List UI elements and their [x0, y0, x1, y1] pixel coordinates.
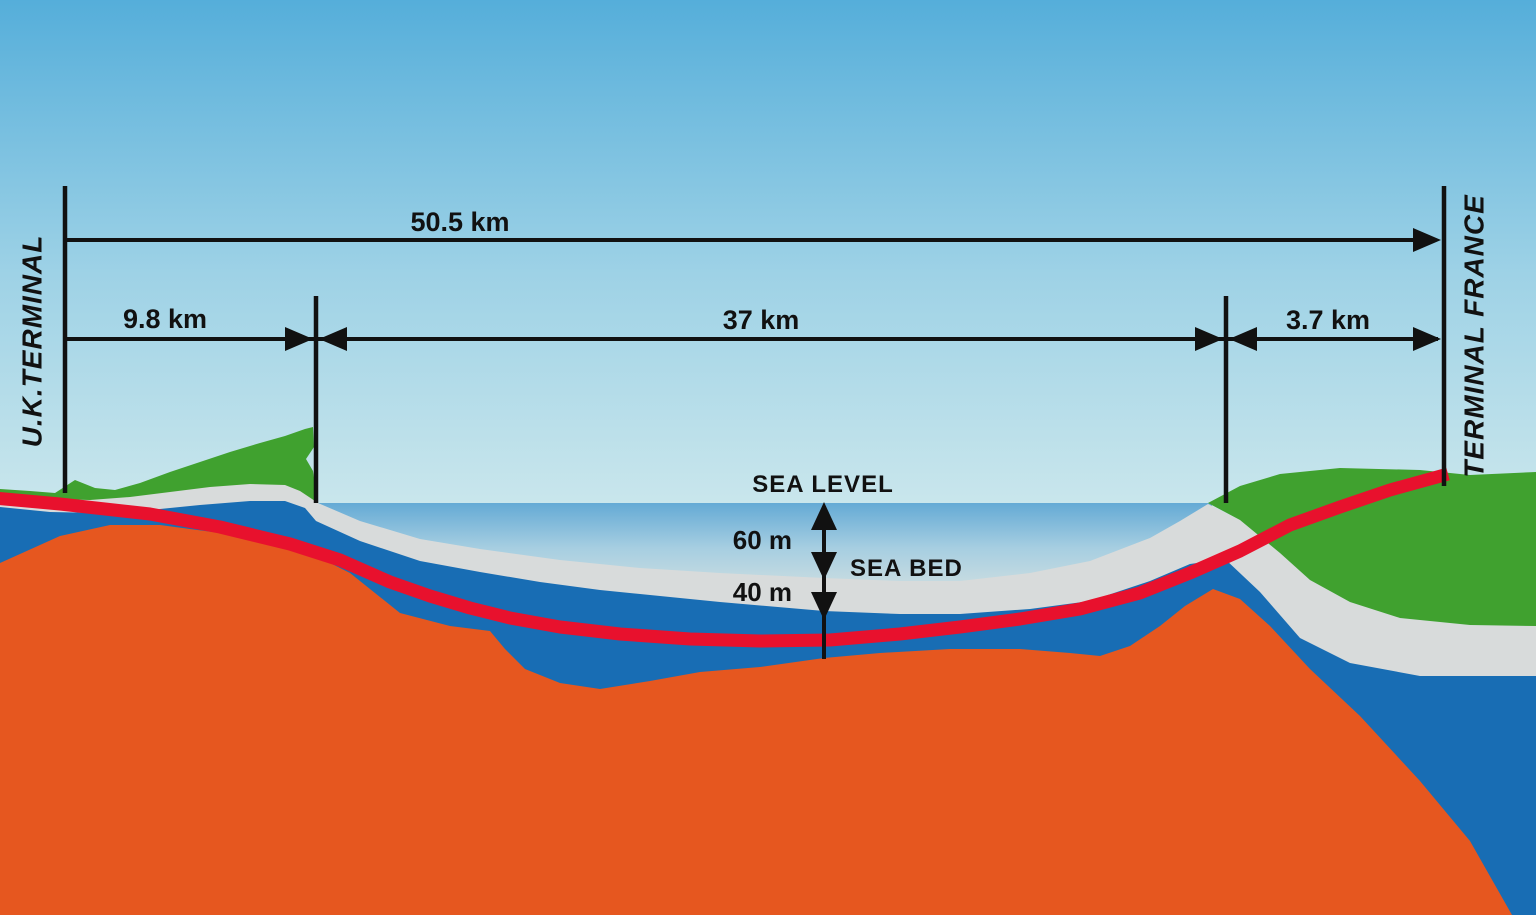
tunnel-depth-label: 40 m	[733, 577, 792, 607]
arrowhead-left-icon	[1229, 327, 1257, 351]
arrowhead-right-icon	[1195, 327, 1223, 351]
boundary-lines	[62, 186, 1447, 503]
arrowhead-down-icon	[811, 552, 837, 580]
water-depth-label: 60 m	[733, 525, 792, 555]
arrowhead-down-icon	[811, 592, 837, 620]
total-distance-label: 50.5 km	[410, 207, 509, 237]
dimension-arrowheads	[285, 228, 1441, 351]
uk-section-distance-label: 9.8 km	[123, 304, 207, 334]
uk-coast-land	[0, 427, 318, 503]
arrowhead-right-icon	[1413, 228, 1441, 252]
uk-terminal-label: U.K.TERMINAL	[17, 235, 48, 448]
arrowhead-right-icon	[1413, 327, 1441, 351]
tunnel-line	[0, 467, 1450, 648]
france-terminal-label: TERMINAL FRANCE	[1459, 194, 1490, 478]
sea-level-label: SEA LEVEL	[752, 471, 893, 498]
arrowhead-up-icon	[811, 502, 837, 530]
arrowhead-right-icon	[285, 327, 313, 351]
sea-bed-label: SEA BED	[850, 555, 963, 582]
depth-indicator	[811, 502, 837, 659]
france-section-distance-label: 3.7 km	[1286, 305, 1370, 335]
undersea-distance-label: 37 km	[723, 305, 800, 335]
france-coast-land	[1208, 468, 1536, 626]
deep-rock-orange-layer	[0, 525, 1512, 915]
arrowhead-left-icon	[319, 327, 347, 351]
